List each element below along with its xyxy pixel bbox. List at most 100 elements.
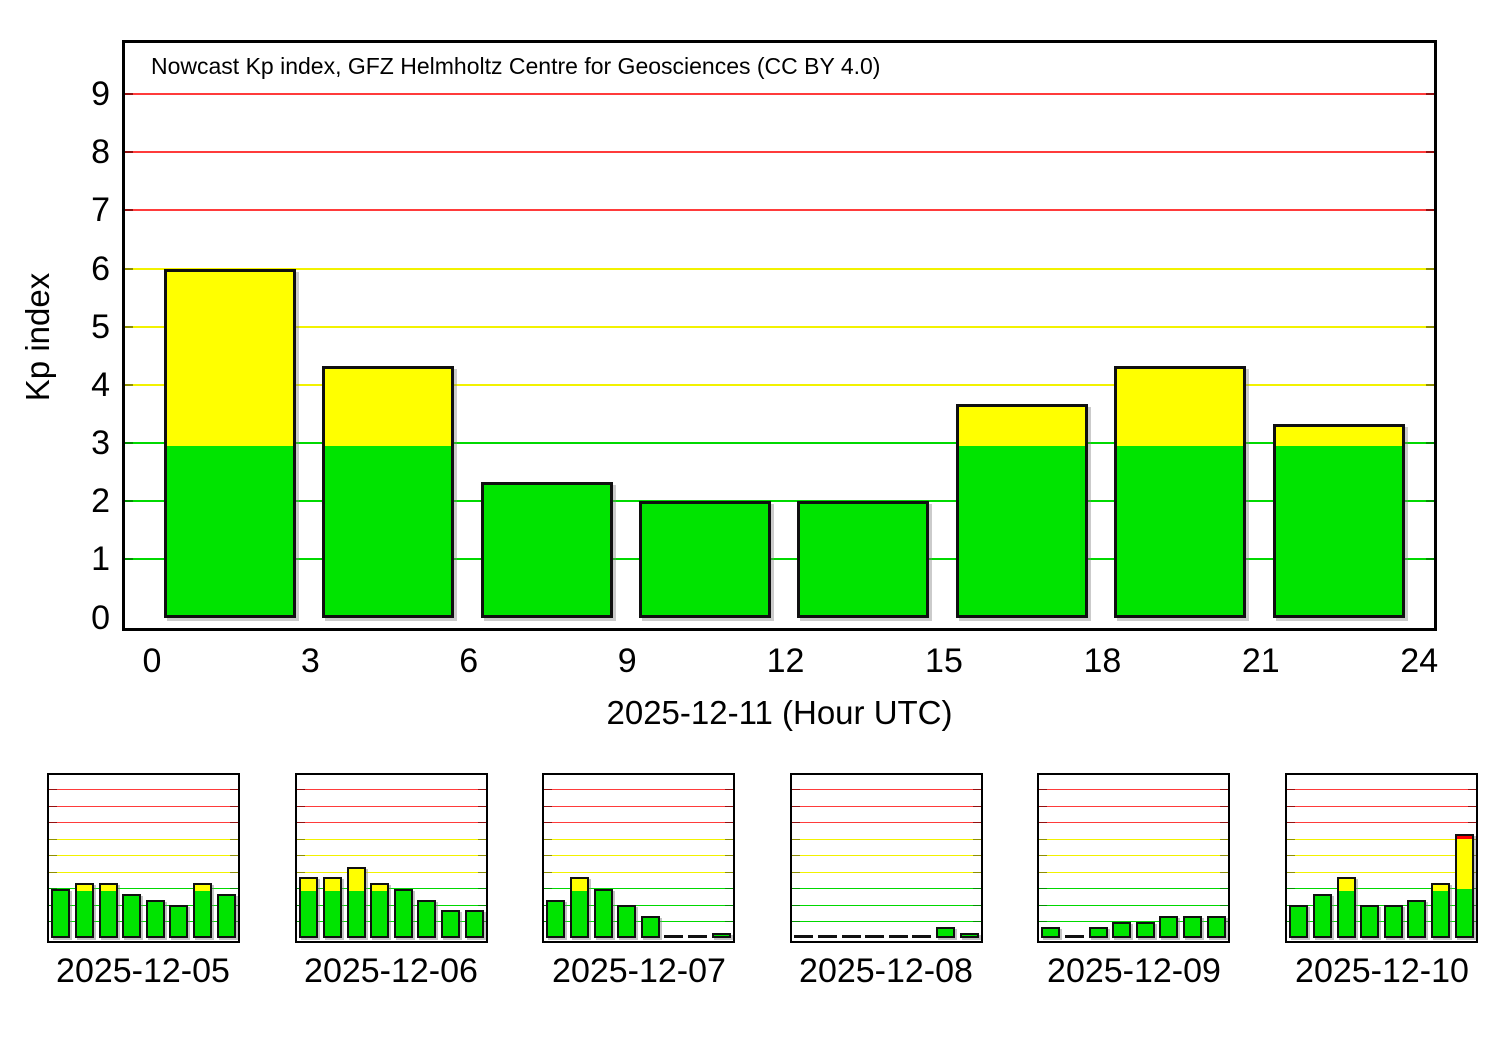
y-axis-tick-label: 5 (91, 307, 110, 346)
bar-segment-yellow (324, 879, 340, 891)
x-axis-tick-label: 21 (1241, 642, 1280, 680)
bar-segment-yellow (1433, 885, 1449, 891)
axis-tick (1039, 805, 1047, 807)
y-axis-tick-label: 6 (91, 249, 110, 288)
axis-tick (1039, 904, 1047, 906)
axis-tick (1039, 888, 1047, 890)
kp-bar (216, 893, 236, 939)
axis-tick (478, 888, 486, 890)
axis-tick (1287, 855, 1295, 857)
bar-segment-yellow (1117, 368, 1244, 447)
mini-chart-date-label: 2025-12-10 (1295, 952, 1469, 990)
kp-bar (1289, 905, 1309, 939)
mini-chart-date-label: 2025-12-06 (304, 952, 478, 990)
kp-bar (464, 910, 484, 939)
axis-tick (125, 151, 133, 154)
x-axis-tick-label: 9 (617, 642, 637, 680)
main-chart-frame: Nowcast Kp index, GFZ Helmholtz Centre f… (122, 40, 1437, 631)
grid-line (1039, 789, 1228, 791)
axis-tick (973, 805, 981, 807)
axis-tick (725, 921, 733, 923)
axis-tick (544, 871, 552, 873)
axis-tick (973, 855, 981, 857)
bar-segment-yellow (76, 885, 92, 891)
axis-tick (792, 871, 800, 873)
axis-tick (973, 822, 981, 824)
kp-bar (370, 883, 390, 939)
grid-line (792, 888, 981, 890)
grid-line (1039, 921, 1228, 923)
grid-line (544, 921, 733, 923)
axis-tick (725, 871, 733, 873)
kp-bar (98, 883, 118, 939)
axis-tick (230, 888, 238, 890)
kp-bar (122, 893, 142, 939)
axis-tick (973, 888, 981, 890)
axis-tick (1039, 871, 1047, 873)
axis-tick (49, 855, 57, 857)
axis-tick (125, 209, 133, 212)
axis-tick (230, 871, 238, 873)
axis-tick (544, 855, 552, 857)
kp-bar (1312, 893, 1332, 939)
grid-line (1287, 904, 1476, 906)
grid-line (125, 209, 1434, 212)
axis-tick (1426, 209, 1434, 212)
mini-chart-date-label: 2025-12-05 (56, 952, 230, 990)
axis-tick (49, 822, 57, 824)
axis-tick (1287, 888, 1295, 890)
grid-line (125, 93, 1434, 96)
kp-bar (1088, 926, 1108, 939)
axis-tick (230, 805, 238, 807)
x-axis-tick-label: 0 (142, 642, 162, 680)
kp-bar (169, 905, 189, 939)
bar-segment-yellow (301, 879, 317, 891)
axis-tick (478, 904, 486, 906)
bar-segment-yellow (958, 407, 1085, 447)
axis-tick (1468, 805, 1476, 807)
grid-line (792, 822, 981, 824)
axis-tick (230, 822, 238, 824)
bar-segment-yellow (195, 885, 211, 891)
axis-tick (297, 789, 305, 791)
y-axis-tick-label: 4 (91, 365, 110, 404)
axis-tick (1287, 805, 1295, 807)
x-axis-tick-label: 18 (1083, 642, 1122, 680)
axis-tick (125, 558, 133, 561)
axis-tick (544, 822, 552, 824)
kp-bar-zero (688, 935, 708, 939)
chart-title: Nowcast Kp index, GFZ Helmholtz Centre f… (151, 53, 881, 79)
grid-line (1287, 888, 1476, 890)
axis-tick (725, 822, 733, 824)
kp-bar (322, 877, 342, 939)
axis-tick (1039, 921, 1047, 923)
kp-bar-zero (865, 935, 885, 939)
kp-bar (959, 932, 979, 939)
axis-tick (1039, 855, 1047, 857)
axis-tick (792, 805, 800, 807)
axis-tick (478, 789, 486, 791)
x-axis-tick-label: 12 (766, 642, 805, 680)
kp-bar (1431, 883, 1451, 939)
grid-line (544, 871, 733, 873)
x-axis-tick-label: 15 (925, 642, 963, 680)
axis-tick (1220, 838, 1228, 840)
kp-bar-zero (912, 935, 932, 939)
mini-chart-frame (1285, 773, 1478, 943)
kp-bar (569, 877, 589, 939)
axis-tick (973, 871, 981, 873)
grid-line (125, 383, 1434, 386)
bar-segment-yellow (348, 868, 364, 891)
kp-bar (639, 501, 772, 618)
kp-bar (1041, 926, 1061, 939)
bar-segment-yellow (166, 271, 293, 447)
y-axis-tick-label: 9 (91, 75, 110, 114)
grid-line (792, 871, 981, 873)
axis-tick (125, 442, 133, 445)
grid-line (792, 838, 981, 840)
axis-tick (544, 838, 552, 840)
kp-bar (51, 888, 71, 939)
grid-line (1287, 921, 1476, 923)
grid-line (49, 871, 238, 873)
